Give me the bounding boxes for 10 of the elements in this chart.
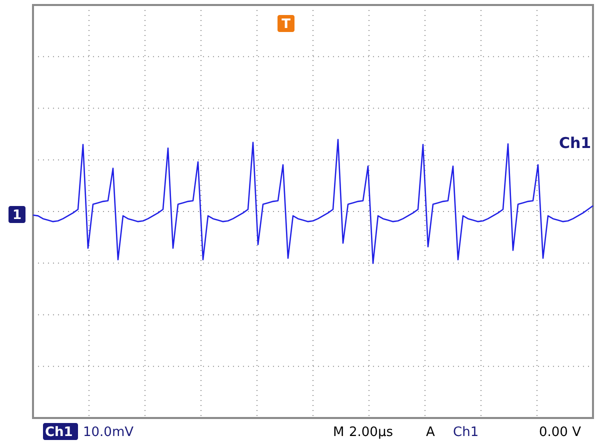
text: T [282,17,291,32]
text: 0.00 V [539,425,582,440]
text: Ch1 [45,425,73,440]
text: M [333,425,344,440]
text: 2.00µs [349,425,394,440]
text: 10.0mV [83,425,134,440]
text: Ch1 [453,425,479,440]
text: A [426,425,435,440]
text: 1 [12,208,22,223]
annotation: Ch1 [559,134,592,152]
